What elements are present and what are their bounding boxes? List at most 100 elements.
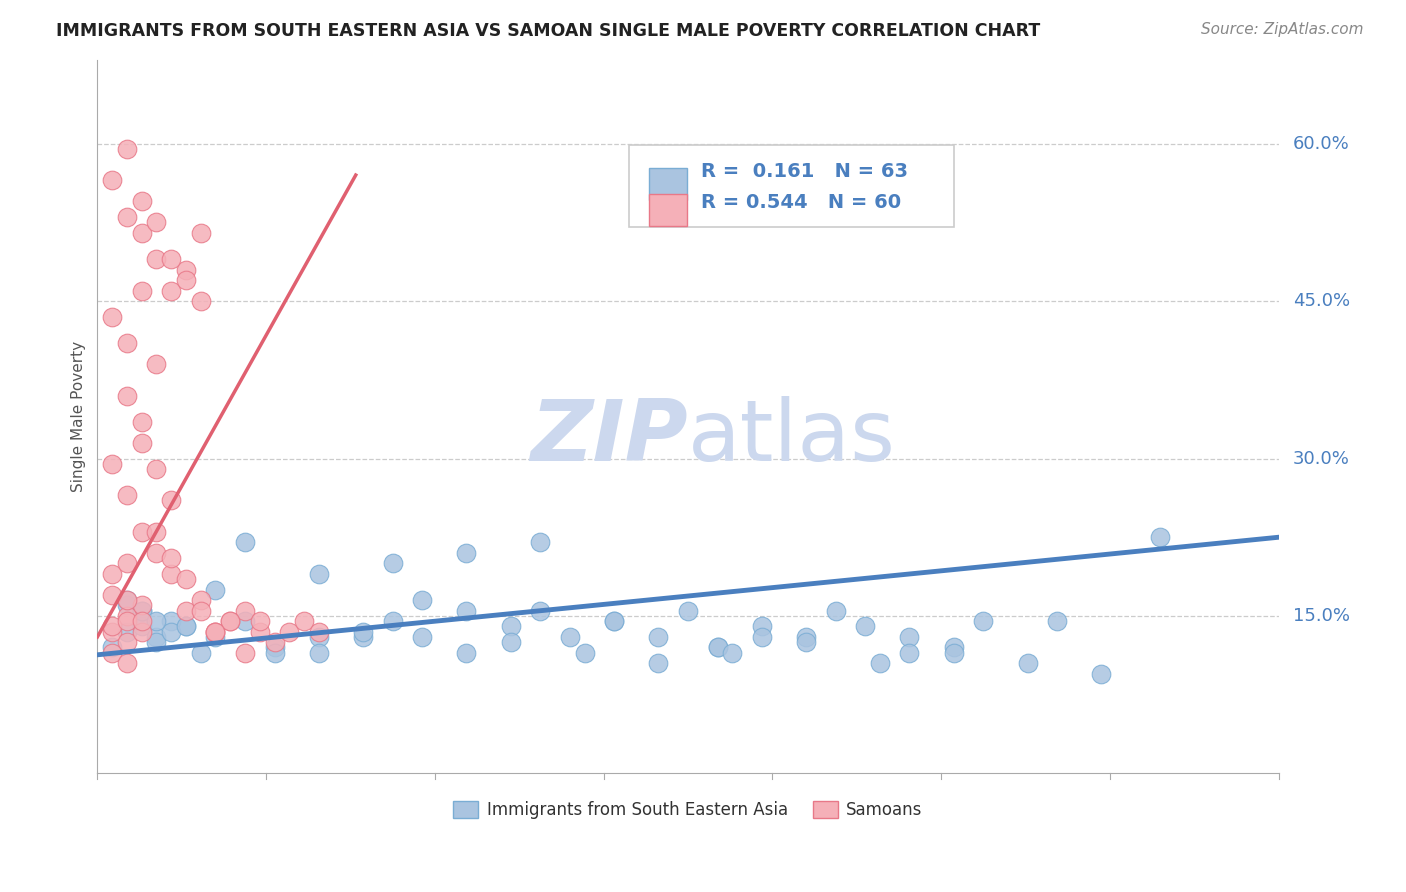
Point <box>115 210 138 224</box>
Bar <box>650 194 686 227</box>
Point <box>751 630 773 644</box>
Point <box>204 582 226 597</box>
Point <box>160 252 183 266</box>
Text: IMMIGRANTS FROM SOUTH EASTERN ASIA VS SAMOAN SINGLE MALE POVERTY CORRELATION CHA: IMMIGRANTS FROM SOUTH EASTERN ASIA VS SA… <box>56 22 1040 40</box>
Point <box>101 588 124 602</box>
FancyBboxPatch shape <box>628 145 953 227</box>
Point <box>263 646 285 660</box>
Point <box>647 657 669 671</box>
Point <box>101 173 124 187</box>
Point <box>499 619 522 633</box>
Point <box>115 609 138 624</box>
Point <box>249 614 271 628</box>
Point <box>190 226 212 240</box>
Point <box>131 226 153 240</box>
Point <box>898 630 921 644</box>
Point <box>499 635 522 649</box>
Text: 30.0%: 30.0% <box>1292 450 1350 467</box>
Point <box>249 624 271 639</box>
Point <box>131 524 153 539</box>
Point <box>529 535 551 549</box>
Point <box>115 635 138 649</box>
Point <box>603 614 626 628</box>
Point <box>869 657 891 671</box>
Point <box>898 646 921 660</box>
Point <box>1046 614 1069 628</box>
Point <box>145 635 167 649</box>
Y-axis label: Single Male Poverty: Single Male Poverty <box>72 341 86 492</box>
Point <box>115 624 138 639</box>
Point <box>278 624 301 639</box>
Point <box>101 457 124 471</box>
Point <box>204 624 226 639</box>
Point <box>131 435 153 450</box>
Point <box>145 614 167 628</box>
Point <box>204 624 226 639</box>
Point <box>942 640 965 655</box>
Point <box>160 551 183 566</box>
Point <box>145 215 167 229</box>
Point <box>131 599 153 613</box>
Text: R =  0.161   N = 63: R = 0.161 N = 63 <box>702 161 908 181</box>
Point <box>352 624 374 639</box>
Text: 15.0%: 15.0% <box>1292 607 1350 625</box>
Point <box>204 624 226 639</box>
Point <box>131 284 153 298</box>
Point <box>145 524 167 539</box>
Text: Source: ZipAtlas.com: Source: ZipAtlas.com <box>1201 22 1364 37</box>
Point <box>1090 666 1112 681</box>
Point <box>115 388 138 402</box>
Point <box>529 604 551 618</box>
Point <box>190 593 212 607</box>
Point <box>308 566 330 581</box>
Point <box>101 619 124 633</box>
Text: 45.0%: 45.0% <box>1292 292 1350 310</box>
Point <box>411 630 433 644</box>
Point <box>824 604 846 618</box>
Point <box>233 604 256 618</box>
Point <box>647 630 669 644</box>
Point <box>233 614 256 628</box>
Point <box>115 599 138 613</box>
Point <box>174 273 197 287</box>
Point <box>101 624 124 639</box>
Point <box>131 415 153 429</box>
Point <box>381 557 404 571</box>
Point <box>115 657 138 671</box>
Point <box>115 557 138 571</box>
Point <box>101 310 124 324</box>
Point <box>308 624 330 639</box>
Point <box>794 630 817 644</box>
Point <box>352 630 374 644</box>
Point <box>1149 530 1171 544</box>
Point <box>115 593 138 607</box>
Point <box>190 604 212 618</box>
Point <box>160 624 183 639</box>
Point <box>101 566 124 581</box>
Point <box>115 614 138 628</box>
Point <box>308 646 330 660</box>
Point <box>131 604 153 618</box>
Point <box>853 619 876 633</box>
Point <box>115 336 138 351</box>
Point <box>160 614 183 628</box>
Point <box>174 619 197 633</box>
Point <box>603 614 626 628</box>
Point <box>972 614 994 628</box>
Point <box>115 488 138 502</box>
Point <box>160 566 183 581</box>
Point <box>131 624 153 639</box>
Text: 60.0%: 60.0% <box>1292 135 1350 153</box>
Point <box>190 293 212 308</box>
Point <box>145 546 167 560</box>
Text: ZIP: ZIP <box>530 396 688 479</box>
Point <box>174 619 197 633</box>
Point <box>131 194 153 209</box>
Point <box>456 604 478 618</box>
Legend: Immigrants from South Eastern Asia, Samoans: Immigrants from South Eastern Asia, Samo… <box>447 794 929 826</box>
Point <box>794 635 817 649</box>
Point <box>131 604 153 618</box>
Point <box>721 646 744 660</box>
Point <box>574 646 596 660</box>
Point <box>292 614 315 628</box>
